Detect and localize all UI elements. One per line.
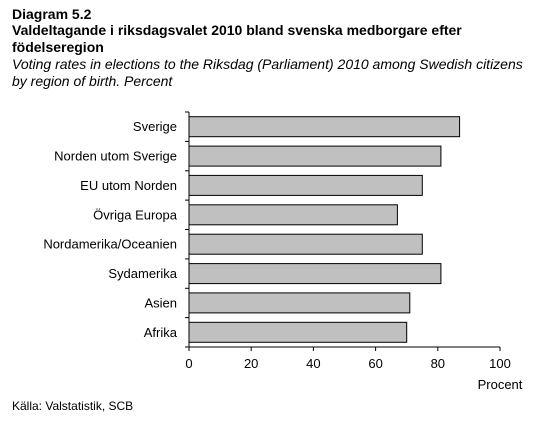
x-tick-label: 20 — [244, 356, 258, 371]
bar — [188, 116, 461, 138]
diagram-label: Diagram 5.2 — [12, 6, 92, 22]
chart-heading: Diagram 5.2 Valdeltagande i riksdagsvale… — [12, 6, 532, 90]
x-tick-label: 60 — [368, 356, 382, 371]
category-label: Sydamerika — [108, 266, 177, 281]
chart-title-swedish: Valdeltagande i riksdagsvalet 2010 bland… — [12, 22, 462, 55]
source-note: Källa: Valstatistik, SCB — [12, 399, 134, 413]
x-tick-label: 100 — [489, 356, 511, 371]
bar — [188, 145, 442, 167]
x-axis-label: Procent — [478, 377, 523, 392]
x-tick-label: 80 — [431, 356, 445, 371]
bar — [188, 204, 398, 226]
category-label: Norden utom Sverige — [54, 149, 177, 164]
x-tick-label: 40 — [306, 356, 320, 371]
category-label: Nordamerika/Oceanien — [43, 237, 177, 252]
bar — [188, 233, 423, 255]
category-label: Övriga Europa — [93, 207, 178, 222]
bar — [188, 321, 408, 343]
category-label: Sverige — [133, 119, 177, 134]
bar — [188, 263, 442, 285]
category-label: Afrika — [144, 325, 178, 340]
category-label: Asien — [144, 295, 177, 310]
bar — [188, 292, 411, 314]
bar — [188, 174, 423, 196]
chart-title-english: Voting rates in elections to the Riksdag… — [12, 56, 523, 89]
x-tick-label: 0 — [185, 356, 192, 371]
category-label: EU utom Norden — [80, 178, 177, 193]
